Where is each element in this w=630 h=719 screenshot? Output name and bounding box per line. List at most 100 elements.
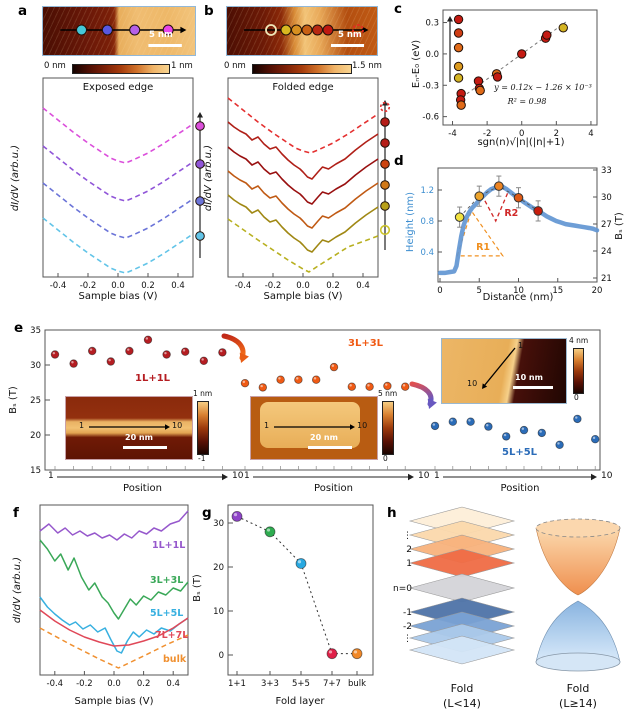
position-end: 10 bbox=[232, 471, 244, 481]
panel-letter-d: d bbox=[394, 153, 404, 169]
bs-point-5L+5L bbox=[466, 417, 475, 426]
layer-index-label: ⋮ bbox=[403, 531, 412, 541]
panel-f-xtick-label: 0.4 bbox=[166, 679, 180, 689]
panel-b-plot-box bbox=[227, 77, 379, 278]
panel-d-ytick-right-label: 24 bbox=[601, 247, 612, 257]
curve-label-3L+3L: 3L+3L bbox=[150, 575, 184, 586]
panel-b-xlabel: Sample bias (V) bbox=[263, 291, 343, 302]
fold-point-3+3-highlight bbox=[266, 528, 271, 532]
panel-g-xlabel: Fold layer bbox=[275, 696, 325, 707]
fold-point-5+5 bbox=[295, 558, 307, 569]
panel-c-ytick-label: 0.0 bbox=[425, 50, 439, 60]
layer-index-label: -2 bbox=[403, 622, 412, 632]
height-profile bbox=[437, 183, 600, 276]
panel-b-curve-4 bbox=[227, 170, 379, 229]
layer-9 bbox=[408, 635, 516, 665]
panel-b-marker-2 bbox=[380, 117, 390, 127]
panel-a-xtick-label: 0.2 bbox=[141, 281, 155, 291]
bs-point-3L+3L-highlight bbox=[402, 384, 406, 387]
panel-d-xtick-label: 5 bbox=[477, 286, 482, 296]
panel-g-xtick-label: 5+5 bbox=[292, 679, 310, 689]
bs-point-3L+3L-highlight bbox=[385, 383, 388, 386]
panel-a-ylabel: dI/dV (arb.u.) bbox=[9, 144, 21, 212]
bs-point-3L+3L-highlight bbox=[331, 364, 335, 367]
bs-point-5L+5L bbox=[502, 432, 511, 441]
landau-point-13 bbox=[492, 72, 503, 82]
marker-connector bbox=[459, 185, 539, 218]
panel-b-xtick-label: 0.4 bbox=[356, 281, 370, 291]
bs-point-5L+5L-highlight bbox=[450, 419, 453, 422]
bs-point-1L+1L bbox=[50, 350, 60, 359]
panel-c-ylabel: Eₙ-E₀ (eV) bbox=[410, 39, 422, 89]
inset-end: 10 bbox=[172, 421, 183, 430]
panel-e-ylabel: Bₛ (T) bbox=[7, 386, 19, 414]
ladder-arrowhead bbox=[446, 16, 454, 22]
transition-arrow-1 bbox=[221, 333, 246, 361]
ridge-point-1 bbox=[454, 212, 465, 222]
caption-fold-large-cond: (L≥14) bbox=[559, 697, 597, 710]
bs-point-5L+5L bbox=[484, 422, 493, 431]
inset-cb-min: 0 bbox=[574, 393, 579, 402]
panel-d-ytick-right-label: 30 bbox=[601, 193, 612, 203]
panel-b-xtick-label: -0.4 bbox=[235, 281, 252, 291]
landau-point-15 bbox=[540, 33, 551, 43]
panel-a-arrowhead bbox=[196, 112, 204, 118]
panel-e-ytick-label: 20 bbox=[30, 431, 41, 441]
inset-image-fold-edge bbox=[441, 338, 567, 404]
ridge-point-3 bbox=[494, 181, 504, 191]
bs-point-1L+1L bbox=[106, 357, 115, 366]
fold-point-7+7-highlight bbox=[328, 650, 333, 654]
position-axis-label: Position bbox=[123, 483, 162, 494]
panel-a-curve-3 bbox=[42, 182, 194, 239]
panel-d-xlabel: Distance (nm) bbox=[482, 292, 554, 303]
bs-point-5L+5L bbox=[430, 421, 440, 431]
bs-point-3L+3L bbox=[312, 375, 321, 384]
fold-point-3+3 bbox=[264, 526, 276, 538]
layer-index-label: -1 bbox=[403, 608, 412, 618]
transition-arrow-1-head bbox=[239, 352, 249, 363]
bs-point-5L+5L-highlight bbox=[592, 436, 596, 440]
panel-a-xtick-label: -0.2 bbox=[80, 281, 97, 291]
bs-point-3L+3L-highlight bbox=[349, 384, 352, 387]
layer-8 bbox=[408, 623, 516, 653]
bs-trend-line bbox=[236, 515, 357, 655]
panel-d-ytick-right-label: 33 bbox=[601, 166, 612, 176]
transition-arrow-2-head bbox=[427, 398, 437, 409]
panel-f-xlabel: Sample bias (V) bbox=[74, 696, 154, 707]
layer-1 bbox=[408, 506, 516, 536]
spectrum-1L+1L bbox=[39, 510, 189, 541]
bs-point-3L+3L-highlight bbox=[367, 384, 370, 387]
inset-scale-label: 20 nm bbox=[125, 433, 153, 442]
bs-point-3L+3L-highlight bbox=[313, 377, 317, 380]
bs-point-1L+1L bbox=[143, 335, 153, 344]
panel-b-curve-1 bbox=[227, 97, 379, 154]
position-end: 10 bbox=[418, 471, 430, 481]
panel-c-xtick-label: -4 bbox=[448, 129, 456, 139]
fit-equation: y = 0.12x − 1.26 × 10⁻³ bbox=[494, 83, 592, 92]
bs-point-3L+3L bbox=[294, 375, 303, 384]
bs-point-5L+5L bbox=[448, 417, 457, 426]
layer-index-label: 1 bbox=[406, 559, 412, 569]
panel-a-xtick-label: 0.4 bbox=[171, 281, 185, 291]
position-end: 10 bbox=[601, 471, 613, 481]
panel-g-xtick-label: bulk bbox=[348, 679, 366, 689]
caption-fold-large: Fold bbox=[566, 682, 590, 695]
r2-label: R2 bbox=[504, 208, 519, 220]
caption-fold-small-cond: (L<14) bbox=[443, 697, 481, 710]
panel-b-arrowhead bbox=[381, 100, 389, 106]
panel-c-plot-box bbox=[442, 9, 598, 126]
fold-point-bulk-highlight bbox=[353, 650, 358, 654]
panel-b-xtick-label: -0.2 bbox=[265, 281, 282, 291]
bs-point-3L+3L bbox=[329, 362, 339, 372]
landau-point-11 bbox=[475, 85, 485, 96]
bs-point-1L+1L-highlight bbox=[220, 349, 223, 353]
position-axis-head bbox=[408, 473, 414, 481]
panel-g-ytick-label: 0 bbox=[219, 651, 224, 661]
bs-point-1L+1L-highlight bbox=[164, 351, 167, 355]
layer-4 bbox=[408, 548, 516, 578]
panel-b-ylabel: dI/dV (arb.u.) bbox=[202, 144, 214, 212]
panel-a-plot-box bbox=[42, 77, 194, 278]
panel-e-ytick-label: 35 bbox=[30, 326, 41, 336]
inset-cb-max: 1 nm bbox=[193, 389, 213, 398]
